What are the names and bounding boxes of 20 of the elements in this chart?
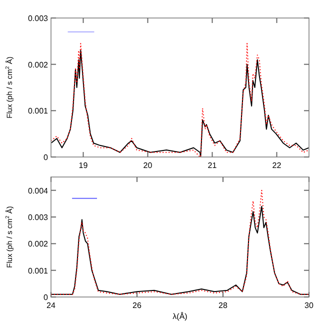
y-tick-label: 0.003 <box>28 14 49 23</box>
line-series <box>51 190 309 295</box>
x-tick-label: 28 <box>218 301 228 310</box>
x-tick-label: 24 <box>46 301 56 310</box>
y-tick-label: 0.004 <box>28 186 49 196</box>
x-tick-label: 26 <box>132 301 142 310</box>
x-tick-label: 30 <box>304 301 314 310</box>
y-tick-label: 0.001 <box>28 106 49 116</box>
x-tick-label: 19 <box>78 161 88 170</box>
y-tick-label: 0.002 <box>28 60 49 70</box>
y-tick-label: 0.003 <box>28 213 49 222</box>
y-tick-label: 0.001 <box>28 266 49 276</box>
x-axis-title: λ(Å) <box>172 312 188 321</box>
y-tick-label: 0.002 <box>28 240 49 249</box>
x-tick-label: 20 <box>143 161 153 170</box>
y-tick-label: 0 <box>44 153 49 162</box>
x-tick-label: 21 <box>208 161 218 170</box>
y-tick-label: 0 <box>44 293 49 302</box>
line-series <box>51 206 309 295</box>
x-tick-label: 22 <box>272 161 282 170</box>
